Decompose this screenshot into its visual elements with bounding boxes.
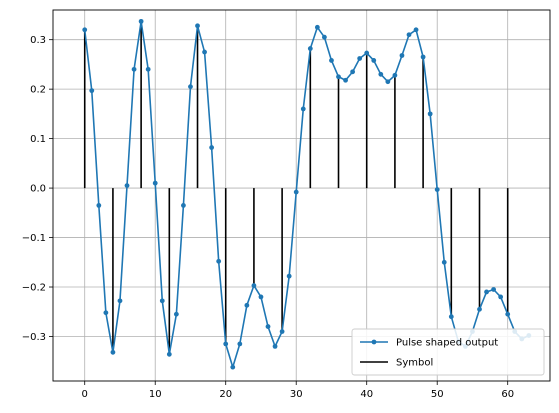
- pulse-point: [420, 54, 426, 60]
- pulse-point: [314, 24, 320, 30]
- pulse-point: [427, 111, 433, 117]
- pulse-point: [491, 287, 497, 292]
- pulse-point: [230, 364, 236, 370]
- pulse-point: [209, 145, 215, 150]
- axes: 0 10 20 30 40 50 60 −0.3 −0.2 −0.1 0.0 0.1 0.2 0.3: [22, 9, 551, 400]
- x-tick-label: 60: [501, 389, 514, 400]
- symbol-series: [83, 21, 509, 355]
- pulse-point: [110, 349, 116, 355]
- pulse-point: [371, 58, 377, 63]
- pulse-point: [336, 74, 341, 80]
- pulse-point: [385, 79, 391, 85]
- pulse-point: [124, 183, 130, 189]
- pulse-point: [159, 298, 165, 304]
- pulse-point: [357, 56, 363, 61]
- pulse-point: [413, 27, 419, 33]
- pulse-point: [202, 49, 207, 55]
- y-tick-label: −0.1: [22, 233, 46, 244]
- pulse-point: [484, 289, 489, 295]
- pulse-point: [195, 23, 200, 29]
- pulse-point: [237, 341, 243, 347]
- pulse-point: [322, 34, 327, 40]
- pulse-point: [188, 84, 193, 90]
- y-tick-label: 0.1: [30, 134, 46, 145]
- pulse-point: [279, 329, 285, 334]
- legend: Pulse shaped output Symbol: [351, 328, 545, 376]
- pulse-point: [434, 187, 440, 192]
- pulse-point: [173, 311, 179, 317]
- pulse-point: [350, 69, 356, 75]
- plot-frame: [52, 9, 551, 382]
- pulse-point: [96, 202, 102, 208]
- pulse-point: [406, 32, 412, 38]
- pulse-point: [441, 259, 447, 265]
- pulse-point: [378, 71, 384, 77]
- pulse-point: [138, 18, 144, 24]
- y-tick-label: 0.0: [30, 184, 46, 195]
- pulse-point: [152, 180, 158, 186]
- x-tick-label: 30: [290, 389, 303, 400]
- pulse-point: [286, 273, 292, 279]
- y-tick-label: −0.3: [22, 332, 46, 343]
- pulse-point: [307, 46, 313, 51]
- pulse-point: [145, 66, 151, 72]
- pulse-point: [103, 310, 109, 316]
- legend-marker: [371, 339, 377, 345]
- pulse-point: [448, 314, 454, 320]
- pulse-point: [505, 311, 511, 317]
- pulse-point: [343, 77, 348, 83]
- pulse-point: [392, 72, 398, 78]
- x-tick-label: 20: [219, 389, 232, 400]
- pulse-point: [251, 283, 257, 288]
- pulse-point: [329, 58, 334, 63]
- y-tick-label: 0.3: [30, 35, 46, 46]
- pulse-point: [293, 189, 299, 195]
- pulse-point: [258, 294, 264, 300]
- pulse-point: [477, 306, 482, 312]
- y-tick-label: 0.2: [30, 85, 46, 96]
- legend-label: Pulse shaped output: [396, 338, 498, 349]
- pulse-point: [117, 298, 123, 304]
- pulse-point: [181, 202, 186, 208]
- x-tick-label: 50: [431, 389, 444, 400]
- y-tick-label: −0.2: [22, 283, 46, 294]
- pulse-point: [223, 341, 229, 347]
- legend-label: Symbol: [396, 358, 433, 369]
- x-tick-label: 0: [82, 389, 88, 400]
- x-tick-label: 40: [360, 389, 373, 400]
- pulse-point: [166, 351, 172, 357]
- pulse-point: [399, 53, 405, 58]
- legend-box: [351, 328, 545, 376]
- pulse-point: [498, 294, 504, 300]
- pulse-point: [300, 106, 306, 112]
- pulse-point: [272, 343, 278, 349]
- pulse-point: [364, 50, 370, 56]
- pulse-point: [216, 258, 222, 264]
- pulse-point: [82, 27, 88, 33]
- pulse-point: [89, 88, 95, 94]
- x-tick-label: 10: [149, 389, 162, 400]
- pulse-point: [244, 302, 250, 308]
- pulse-point: [265, 324, 271, 329]
- pulse-point: [131, 66, 137, 72]
